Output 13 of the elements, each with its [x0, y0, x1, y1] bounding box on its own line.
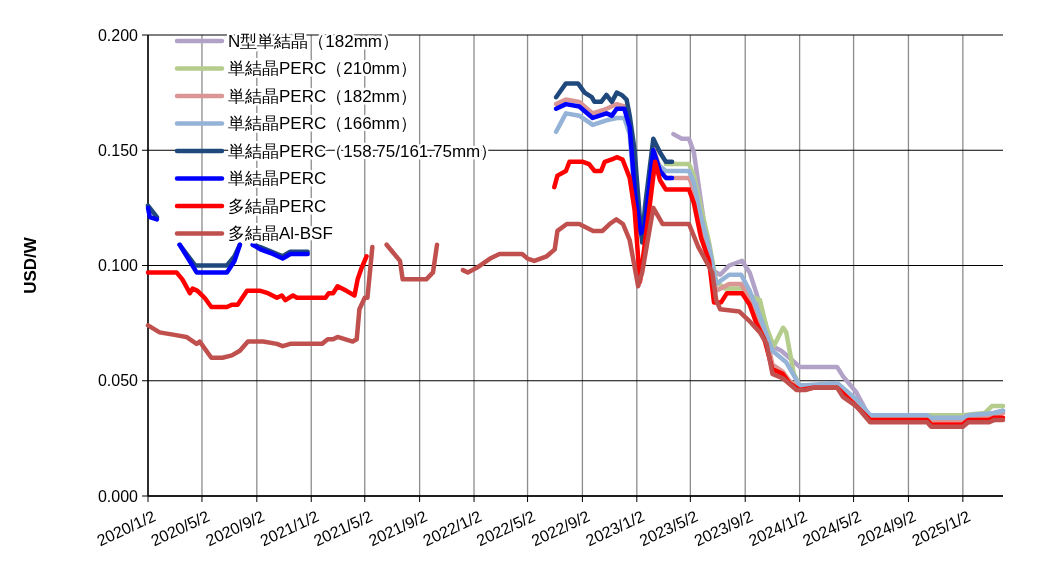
legend-label: 単結晶PERC [228, 169, 327, 189]
y-tick-label: 0.050 [97, 372, 139, 390]
y-tick-label: 0.100 [97, 257, 139, 275]
legend-label: 単結晶PERC（182mm） [228, 86, 417, 106]
y-tick-label: 0.150 [97, 141, 139, 159]
y-axis-title: USD/W [21, 236, 40, 294]
legend-label: 単結晶PERC（166mm） [228, 114, 417, 134]
legend-label: 多結晶Al-BSF [228, 224, 333, 244]
y-tick-label: 0.000 [97, 487, 139, 505]
y-tick-label: 0.200 [97, 26, 139, 44]
legend-label: 単結晶PERC（210mm） [228, 59, 417, 79]
legend-label: 多結晶PERC [228, 196, 327, 216]
legend-label: N型単結晶（182mm） [228, 31, 399, 51]
